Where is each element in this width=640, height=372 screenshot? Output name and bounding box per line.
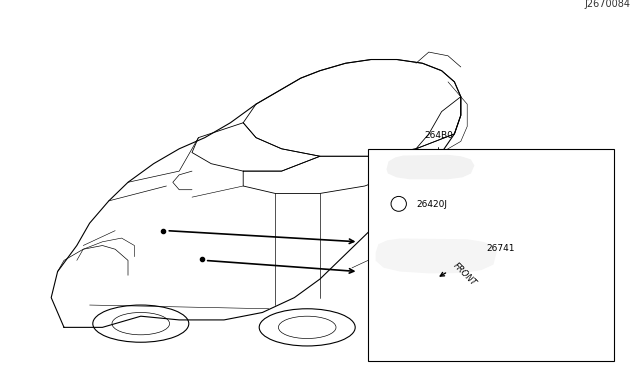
Bar: [368, 149, 614, 361]
Text: FRONT: FRONT: [451, 261, 478, 288]
Text: 26420J: 26420J: [416, 200, 447, 209]
Polygon shape: [387, 155, 474, 179]
Text: 264B0: 264B0: [424, 131, 453, 140]
Polygon shape: [376, 239, 496, 273]
Text: J2670084: J2670084: [584, 0, 630, 9]
Text: 26741: 26741: [486, 244, 515, 253]
